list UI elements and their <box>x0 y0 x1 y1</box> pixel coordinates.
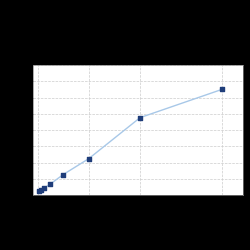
X-axis label: Rat Solute Carrier Family 22 Member 23 (SLC22A23)
Concentration (ng/ml): Rat Solute Carrier Family 22 Member 23 (… <box>55 207 220 218</box>
Y-axis label: OD: OD <box>11 125 16 135</box>
Point <box>39 188 43 192</box>
Point <box>48 182 52 186</box>
Point <box>37 189 41 193</box>
Point <box>42 186 46 190</box>
Point <box>138 116 142 120</box>
Point <box>87 156 91 160</box>
Point <box>61 172 65 176</box>
Point <box>220 88 224 92</box>
